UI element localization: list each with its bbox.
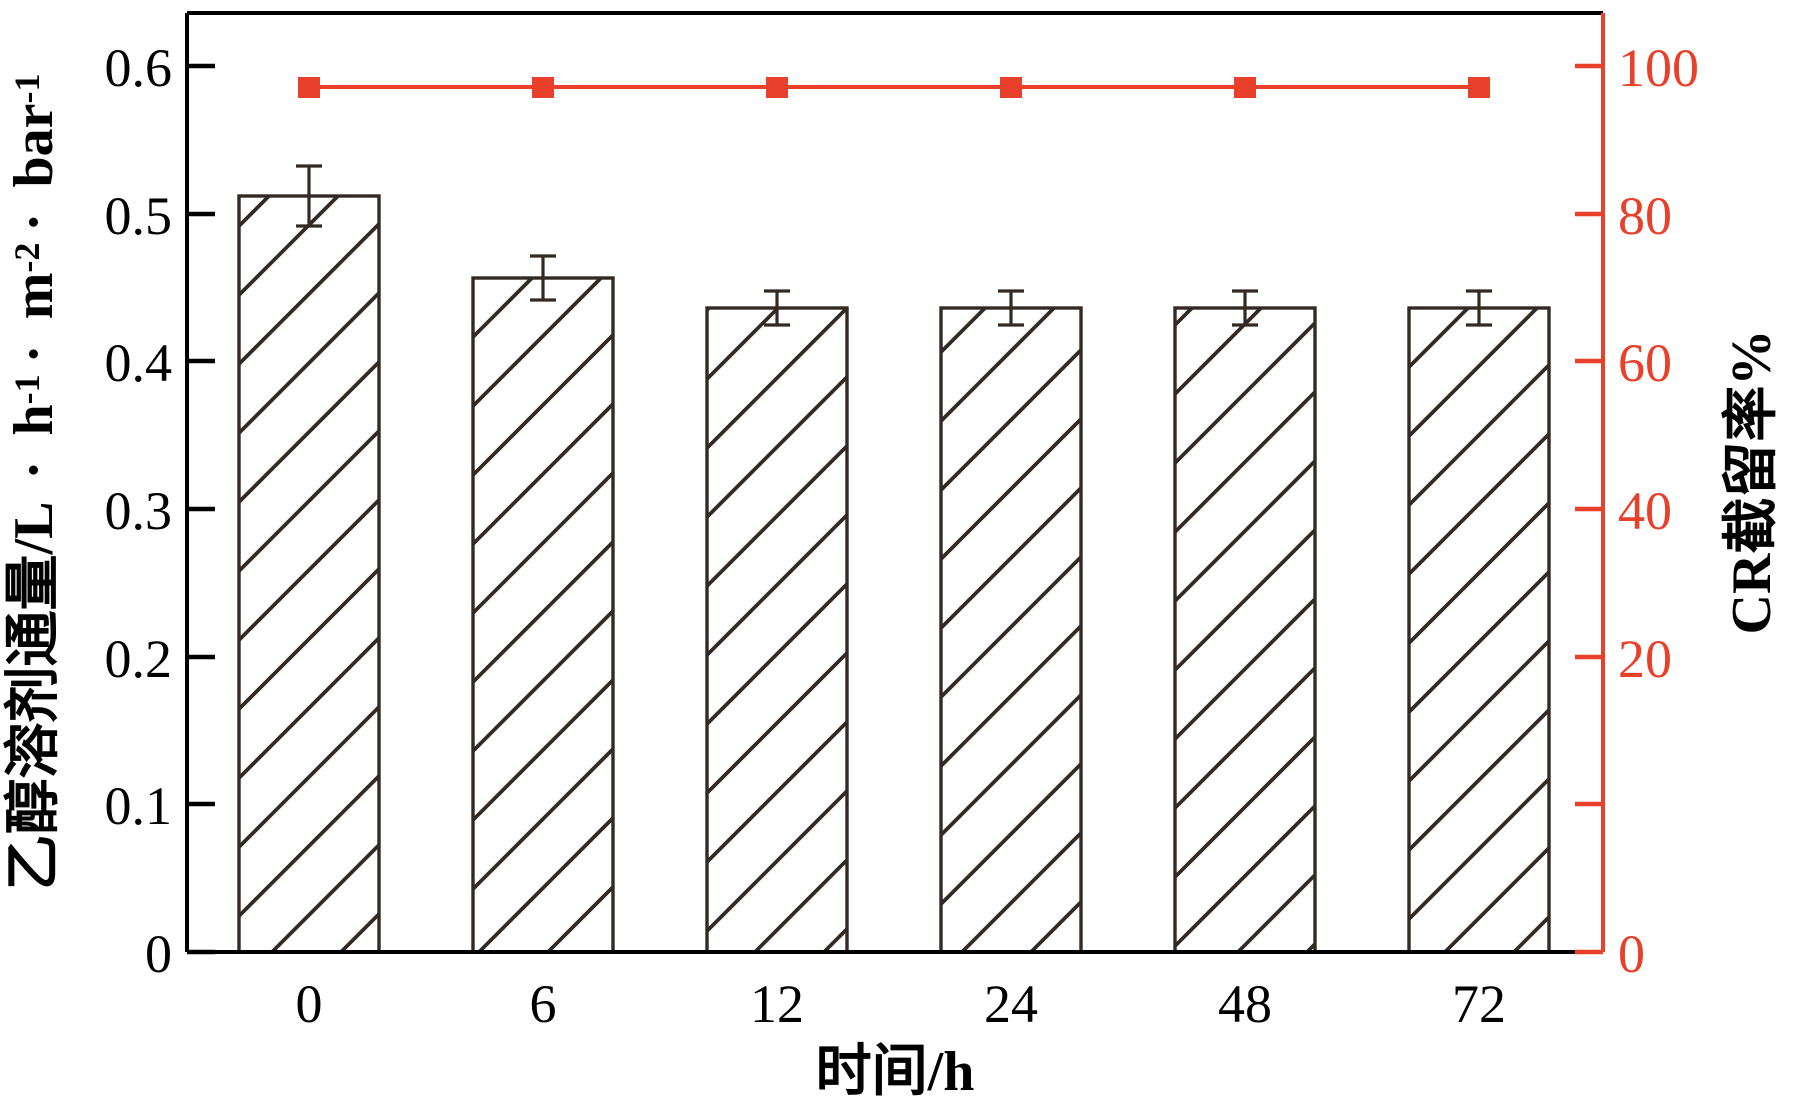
svg-text:12: 12	[750, 974, 804, 1034]
svg-text:0: 0	[296, 974, 323, 1034]
svg-text:0.2: 0.2	[105, 629, 173, 689]
svg-text:CR截留率%: CR截留率%	[1721, 330, 1783, 635]
svg-text:6: 6	[530, 974, 557, 1034]
svg-text:48: 48	[1218, 974, 1272, 1034]
svg-text:0.4: 0.4	[105, 333, 173, 393]
svg-text:0: 0	[1618, 924, 1645, 984]
svg-text:0.3: 0.3	[105, 481, 173, 541]
svg-text:72: 72	[1452, 974, 1506, 1034]
svg-text:0: 0	[145, 924, 172, 984]
svg-text:24: 24	[984, 974, 1038, 1034]
svg-text:0.6: 0.6	[105, 38, 173, 98]
svg-text:时间/h: 时间/h	[816, 1041, 975, 1103]
svg-text:80: 80	[1618, 186, 1672, 246]
svg-text:100: 100	[1618, 38, 1699, 98]
svg-text:0.5: 0.5	[105, 186, 173, 246]
svg-text:40: 40	[1618, 481, 1672, 541]
svg-text:60: 60	[1618, 333, 1672, 393]
svg-text:0.1: 0.1	[105, 776, 173, 836]
svg-text:乙醇溶剂通量/L · h-1 · m-2 · bar: 乙醇溶剂通量/L · h-1 · m-2 · bar-1	[3, 74, 65, 891]
svg-text:20: 20	[1618, 629, 1672, 689]
